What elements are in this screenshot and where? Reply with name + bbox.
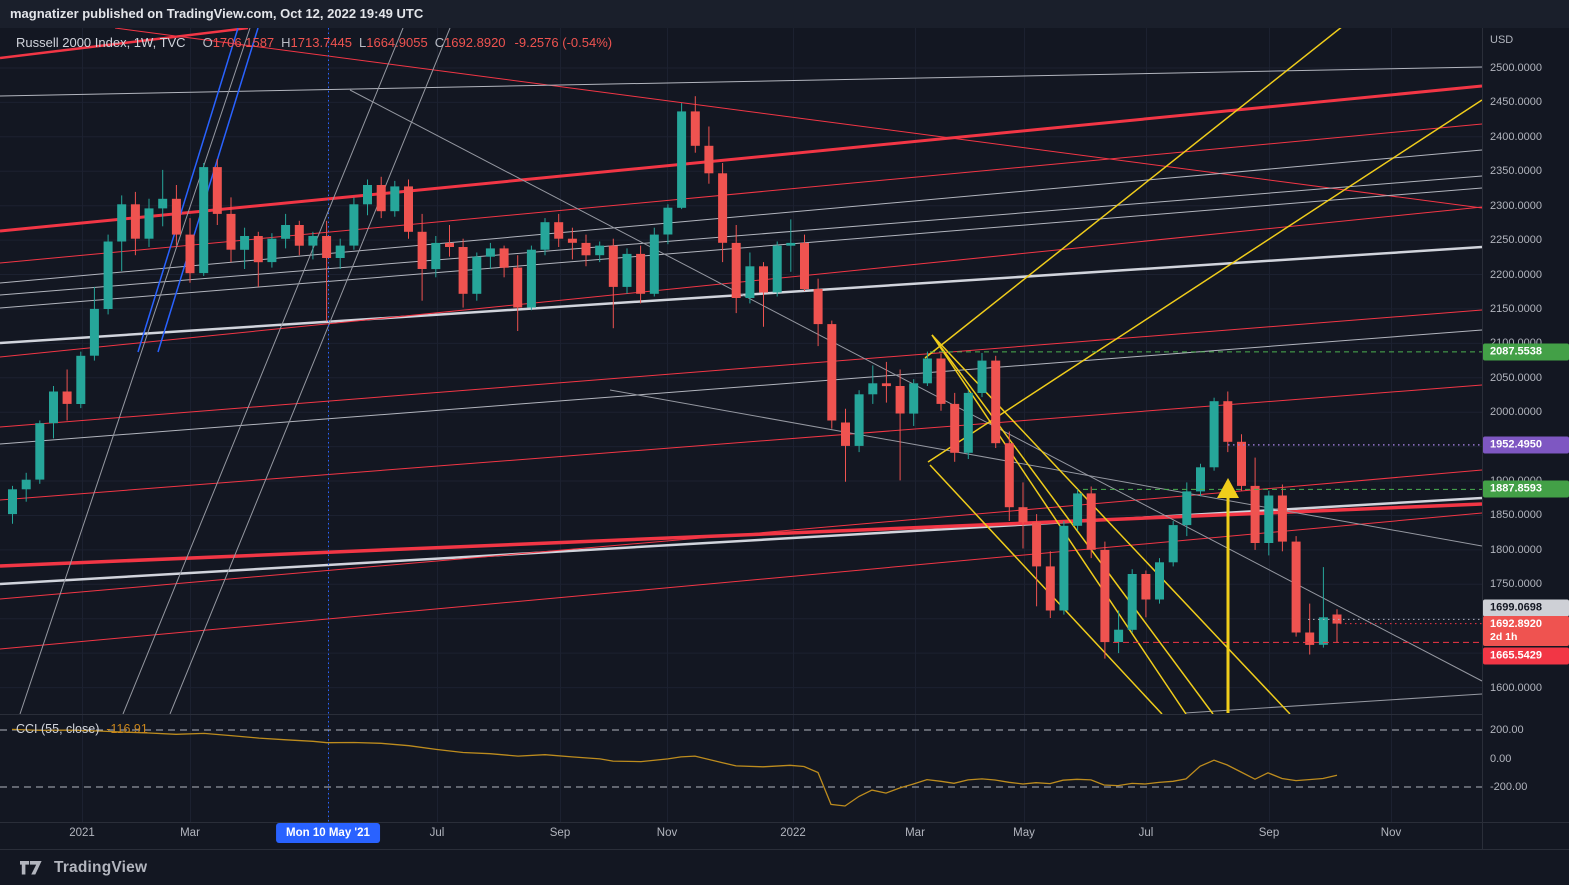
time-tick-label: May [1013, 827, 1035, 839]
price-tick-label: 2450.0000 [1490, 96, 1542, 109]
price-tick-label: 1850.0000 [1490, 509, 1542, 522]
ohlc-value: 1706.1587 [212, 35, 275, 50]
price-tick-label: 2400.0000 [1490, 130, 1542, 143]
cci-line [11, 728, 1338, 807]
event-date-badge: Mon 10 May '21 [276, 823, 380, 843]
ohlc-key: L [359, 35, 367, 50]
price-tick-label: 2000.0000 [1490, 406, 1542, 419]
symbol-legend[interactable]: Russell 2000 Index, 1W, TVC O1706.1587 H17… [16, 35, 612, 50]
time-tick-label: Sep [1258, 827, 1280, 839]
time-tick-label: Jul [429, 827, 445, 839]
time-tick-label: Mar [905, 827, 925, 839]
ohlc-key: C [434, 35, 445, 50]
symbol-title[interactable]: Russell 2000 Index, 1W, TVC [16, 35, 186, 50]
price-level-badge: 1665.5429 [1483, 647, 1569, 665]
time-tick-label: Nov [1380, 827, 1402, 839]
price-tick-label: 2250.0000 [1490, 234, 1542, 247]
price-level-badge: 1952.4950 [1483, 436, 1569, 454]
price-tick-label: 2150.0000 [1490, 302, 1542, 315]
up-arrow-annotation [1217, 478, 1239, 713]
publish-info-bar: magnatizer published on TradingView.com,… [0, 0, 1569, 28]
cci-tick-label: 0.00 [1490, 752, 1512, 765]
cci-tick-label: 200.00 [1490, 724, 1524, 736]
price-level-badge: 2087.5538 [1483, 343, 1569, 361]
tradingview-logo-icon[interactable] [20, 860, 46, 876]
time-tick-label: Mar [180, 827, 200, 839]
axis-currency-label: USD [1490, 34, 1514, 46]
ohlc-key: O [202, 35, 213, 50]
time-tick-label: 2021 [69, 827, 95, 839]
price-tick-label: 2350.0000 [1490, 165, 1542, 178]
price-level-badge: 1887.8593 [1483, 480, 1569, 498]
price-tick-label: 2050.0000 [1490, 371, 1542, 384]
price-tick-label: 2300.0000 [1490, 199, 1542, 212]
price-tick-label: 1600.0000 [1490, 681, 1542, 694]
change-value: -9.2576 (-0.54%) [514, 35, 613, 50]
attribution-bar: TradingView [0, 849, 1569, 885]
time-tick-label: Jul [1138, 827, 1154, 839]
price-level-badge: 1699.0698 [1483, 599, 1569, 617]
cci-tick-label: -200.00 [1490, 781, 1528, 793]
price-tick-label: 1750.0000 [1490, 578, 1542, 591]
cci-title[interactable]: CCI (55, close) [16, 722, 100, 736]
ohlc-key: H [281, 35, 291, 50]
cci-value: -116.91 [106, 722, 148, 736]
bar-countdown: 2d 1h [1490, 631, 1518, 643]
ohlc-values: O1706.1587 H1713.7445 L1664.9055 C1692.8920 [196, 35, 506, 50]
candlestick-series [8, 96, 1342, 659]
price-tick-label: 2500.0000 [1490, 62, 1542, 74]
publish-info-text: magnatizer published on TradingView.com,… [10, 6, 424, 21]
ohlc-value: 1664.9055 [366, 35, 428, 50]
cci-legend[interactable]: CCI (55, close) -116.91 [16, 722, 148, 736]
ohlc-value: 1692.8920 [444, 35, 506, 50]
price-tick-label: 2200.0000 [1490, 268, 1542, 281]
ohlc-value: 1713.7445 [290, 35, 352, 50]
price-tick-label: 1800.0000 [1490, 543, 1542, 556]
time-tick-label: Sep [549, 827, 571, 839]
time-tick-label: 2022 [780, 827, 806, 839]
price-level-badge: 1692.8920 2d 1h [1483, 616, 1569, 646]
tradingview-brand-text[interactable]: TradingView [54, 859, 148, 876]
time-tick-label: Nov [656, 827, 678, 839]
